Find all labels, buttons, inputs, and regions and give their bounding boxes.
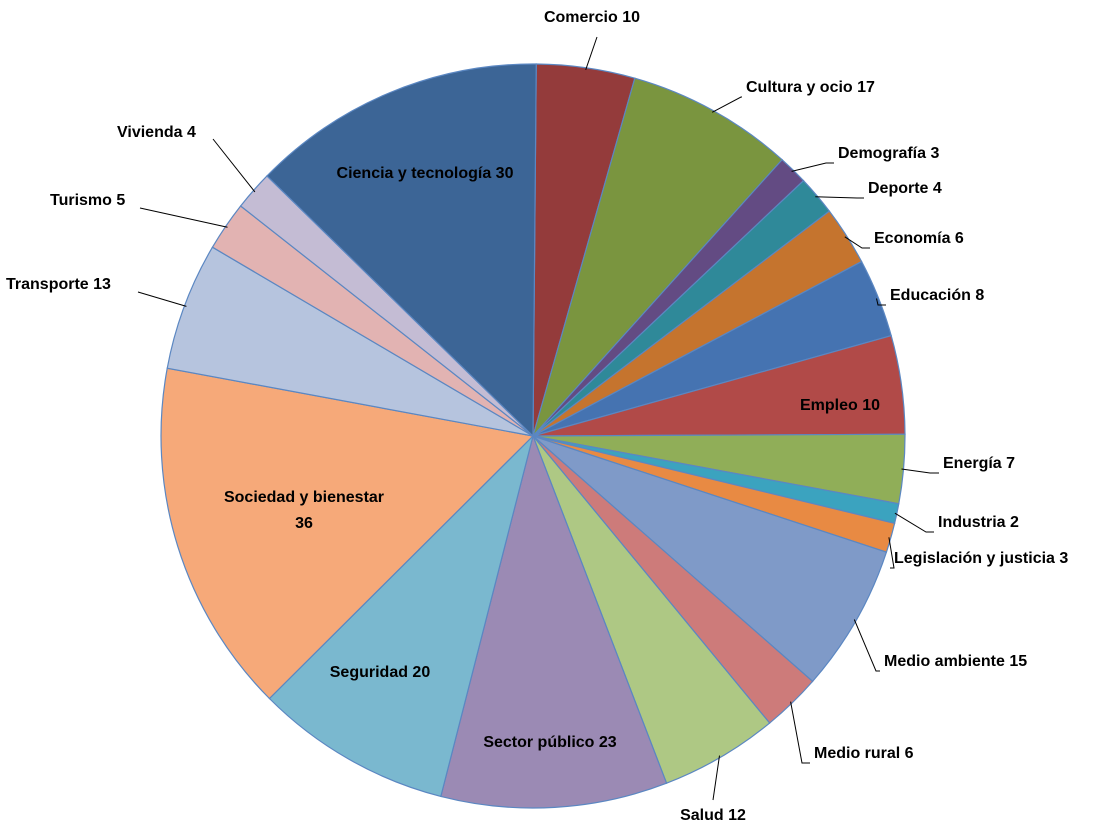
- slice-label-14: Sector público 23: [483, 734, 616, 751]
- slice-label-5: Economía 6: [874, 230, 964, 247]
- slice-label-15: Seguridad 20: [330, 664, 431, 681]
- leader-line-17: [137, 291, 187, 307]
- leader-line-1: [585, 36, 598, 70]
- slice-label-13: Salud 12: [680, 807, 746, 824]
- slice-label-8: Energía 7: [943, 455, 1015, 472]
- leader-line-8: [901, 468, 939, 474]
- labels-group: Comercio 10 Cultura y ocio 17 Demografía 3…: [6, 9, 1068, 824]
- leader-line-4: [815, 196, 864, 199]
- pie-slice-15: [268, 434, 535, 798]
- leader-line-3: [791, 162, 834, 172]
- leader-line-5: [844, 236, 870, 249]
- slice-label-17: Transporte 13: [6, 276, 111, 293]
- pie-slice-16: [160, 367, 535, 700]
- slice-label-9: Industria 2: [938, 514, 1019, 531]
- slice-label-18: Turismo 5: [50, 192, 125, 209]
- pie-slice-2: [532, 77, 783, 437]
- slice-label-1: Comercio 10: [544, 9, 640, 26]
- pie-slice-20: [266, 63, 537, 438]
- leader-line-10: [888, 537, 895, 569]
- slices-group: [160, 63, 906, 809]
- leader-line-6: [876, 298, 886, 306]
- slice-label-11: Medio ambiente 15: [884, 653, 1027, 670]
- slice-label-7: Empleo 10: [800, 397, 880, 414]
- leader-line-18: [139, 207, 228, 228]
- leader-line-2: [711, 96, 742, 113]
- leader-line-13: [712, 755, 720, 801]
- slice-label-10: Legislación y justicia 3: [894, 550, 1068, 567]
- leader-line-19: [212, 138, 256, 193]
- slice-label-20: Ciencia y tecnología 30: [337, 165, 514, 182]
- slice-label-16: Sociedad y bienestar 36: [224, 489, 384, 532]
- pie-slice-11: [532, 435, 888, 683]
- leader-line-9: [894, 512, 934, 533]
- pie-slice-14: [440, 434, 668, 809]
- leader-line-12: [790, 701, 810, 764]
- slice-label-2: Cultura y ocio 17: [746, 79, 875, 96]
- slice-label-6: Educación 8: [890, 287, 984, 304]
- slice-label-12: Medio rural 6: [814, 745, 914, 762]
- leader-lines-group: [137, 36, 939, 801]
- slice-label-19: Vivienda 4: [117, 124, 196, 141]
- leader-line-11: [853, 619, 880, 672]
- slice-label-3: Demografía 3: [838, 145, 939, 162]
- slice-label-4: Deporte 4: [868, 180, 942, 197]
